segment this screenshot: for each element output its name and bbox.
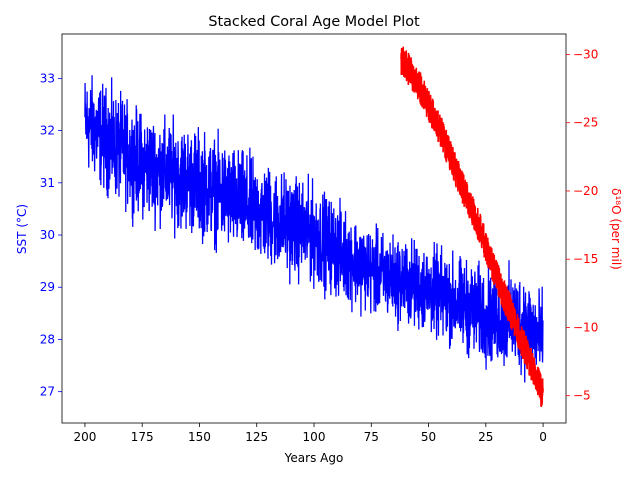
x-tick-label: 200 — [73, 430, 96, 444]
chart-title: Stacked Coral Age Model Plot — [208, 14, 420, 30]
y-left-tick-label: 28 — [40, 332, 55, 346]
plot-area — [84, 46, 544, 408]
y-left-tick-label: 30 — [40, 228, 55, 242]
x-axis-label: Years Ago — [284, 451, 344, 465]
y-left-axis-label: SST (°C) — [15, 204, 29, 254]
y-right-tick-label: −10 — [573, 320, 598, 334]
d18o-series-line — [400, 46, 544, 408]
x-tick-label: 150 — [188, 430, 211, 444]
x-tick-label: 50 — [421, 430, 436, 444]
x-tick-label: 125 — [245, 430, 268, 444]
x-tick-label: 25 — [478, 430, 493, 444]
y-right-tick-label: −30 — [573, 47, 598, 61]
y-left-tick-label: 29 — [40, 280, 55, 294]
y-right-tick-label: −5 — [573, 389, 591, 403]
x-tick-label: 100 — [303, 430, 326, 444]
y-right-tick-label: −25 — [573, 116, 598, 130]
sst-series-line — [84, 75, 544, 383]
y-left-tick-label: 27 — [40, 385, 55, 399]
x-tick-label: 175 — [131, 430, 154, 444]
x-tick-label: 75 — [364, 430, 379, 444]
y-right-axis-label: δ¹⁸O (per mil) — [609, 188, 623, 270]
axes: 200 175 150 125 100 75 50 25 0 27 28 29 30 31 32 33 −30 −… — [40, 33, 598, 444]
y-left-tick-label: 32 — [40, 124, 55, 138]
x-tick-label: 0 — [539, 430, 547, 444]
y-left-tick-label: 33 — [40, 71, 55, 85]
y-left-tick-label: 31 — [40, 176, 55, 190]
y-right-tick-label: −15 — [573, 252, 598, 266]
y-right-tick-label: −20 — [573, 184, 598, 198]
